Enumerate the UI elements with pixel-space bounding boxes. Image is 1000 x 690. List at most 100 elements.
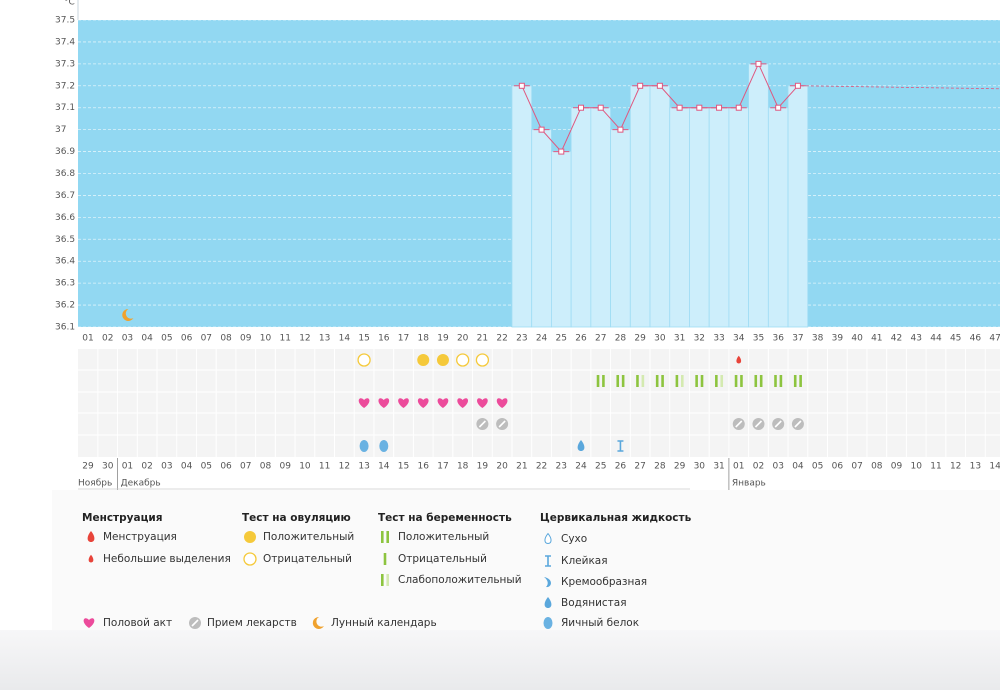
- date-label: 31: [713, 462, 724, 472]
- ovulation_negative-part: [475, 353, 490, 367]
- date-label: 15: [398, 462, 409, 472]
- x-tick-label: 36: [772, 334, 784, 344]
- temperature-column: [708, 107, 730, 328]
- intercourse-part: [496, 398, 508, 408]
- date-label: 16: [418, 462, 430, 472]
- date-label: 08: [260, 462, 272, 472]
- date-label: 25: [595, 462, 606, 472]
- legend-bg: [52, 490, 1000, 630]
- pregnancy_positive-part: [386, 531, 389, 543]
- date-label: 01: [122, 462, 133, 472]
- date-label: 04: [792, 462, 804, 472]
- date-label: 23: [556, 462, 567, 472]
- date-label: 08: [871, 462, 883, 472]
- x-tick-label: 29: [634, 334, 646, 344]
- x-tick-label: 40: [851, 334, 863, 344]
- point: [558, 148, 565, 155]
- temperature-column: [728, 107, 750, 328]
- pregnancy_positive-icon: [754, 375, 763, 387]
- x-tick-label: 21: [477, 334, 488, 344]
- medication-icon: [476, 418, 489, 430]
- x-tick-label: 32: [694, 334, 705, 344]
- temperature-column: [511, 85, 533, 328]
- point: [617, 126, 624, 133]
- ovulation_positive-part: [244, 531, 256, 543]
- medication-icon: [189, 617, 201, 629]
- cervical_creamy-icon: [544, 577, 551, 588]
- ovulation_positive-part: [417, 354, 430, 366]
- pregnancy_positive-part: [596, 375, 600, 387]
- legend-title: Менструация: [82, 512, 162, 524]
- x-tick-label: 25: [556, 334, 567, 344]
- date-label: 03: [161, 462, 172, 472]
- month-label: Декабрь: [121, 479, 161, 489]
- y-tick-label: 36.6: [55, 213, 75, 223]
- cervical_dry-part: [544, 532, 552, 545]
- date-label: 01: [733, 462, 744, 472]
- date-label: 03: [772, 462, 783, 472]
- medication-part: [735, 420, 743, 428]
- date-label: 29: [674, 462, 686, 472]
- medication-part: [498, 420, 506, 428]
- pregnancy_positive-part: [655, 375, 659, 387]
- legend-item: Яичный белок: [561, 617, 639, 629]
- moon-part: [312, 616, 324, 629]
- legend-item: Клейкая: [561, 555, 608, 567]
- ovulation_negative-part: [357, 353, 371, 367]
- point: [775, 104, 782, 111]
- pregnancy_weak-part: [381, 574, 384, 586]
- y-tick-label: 37.1: [55, 103, 75, 113]
- intercourse-icon: [457, 398, 469, 408]
- intercourse-part: [358, 398, 370, 408]
- plot: 37.5 37.4 37.3 37.2 37.1 37 36.9 36.8 36.7 36.6 36…: [55, 16, 1000, 344]
- pregnancy_weak-part: [675, 375, 679, 387]
- point: [518, 82, 525, 89]
- cervical_sticky-icon: [617, 440, 624, 452]
- date-label: 14: [989, 462, 1000, 472]
- pregnancy_positive-part: [602, 375, 605, 387]
- legend-item: Половой акт: [103, 617, 172, 629]
- medication-icon: [772, 418, 785, 430]
- x-tick-label: 17: [398, 334, 409, 344]
- legend-item: Положительный: [398, 531, 489, 543]
- pregnancy_positive-part: [695, 375, 698, 387]
- intercourse-icon: [477, 398, 488, 408]
- menstruation_light-icon: [88, 554, 94, 563]
- pregnancy_positive-icon: [655, 375, 664, 387]
- date-label: 07: [851, 462, 862, 472]
- cervical_egg_white-part: [543, 617, 553, 629]
- legend-item: Отрицательный: [398, 553, 487, 565]
- intercourse-icon: [358, 398, 370, 408]
- date-label: 27: [634, 462, 645, 472]
- x-tick-label: 01: [82, 334, 93, 344]
- temperature-column: [767, 107, 789, 328]
- cervical_egg_white-icon: [379, 440, 389, 452]
- x-tick-label: 02: [102, 334, 113, 344]
- calendar: 29 Ноябрь 30 01 Декабрь 02 03 04 05 06 07 08 09 10 11 1…: [78, 458, 1000, 490]
- y-tick-label: 36.1: [55, 323, 75, 333]
- menstruation-icon: [87, 531, 95, 542]
- date-label: 09: [279, 462, 291, 472]
- date-label: 17: [437, 462, 448, 472]
- legend-item: Прием лекарств: [207, 617, 297, 629]
- x-tick-label: 46: [970, 334, 982, 344]
- x-tick-label: 31: [674, 334, 685, 344]
- pregnancy_positive-icon: [616, 375, 625, 387]
- date-label: 30: [102, 462, 114, 472]
- cervical_dry-icon: [544, 532, 552, 545]
- legend-title: Тест на овуляцию: [242, 512, 351, 524]
- pregnancy_weak-part: [720, 375, 724, 387]
- pregnancy_weak-part: [636, 375, 639, 387]
- x-tick-label: 26: [575, 334, 587, 344]
- cervical_watery-part: [544, 597, 552, 608]
- y-tick-label: 37.4: [55, 37, 75, 47]
- intercourse-part: [417, 398, 429, 408]
- date-label: 28: [654, 462, 666, 472]
- pregnancy_positive-part: [754, 375, 758, 387]
- menstruation_light-part: [88, 554, 94, 563]
- ovulation_positive-part: [436, 354, 449, 366]
- x-tick-label: 13: [319, 334, 330, 344]
- pregnancy_weak-part: [715, 375, 718, 387]
- moon-icon: [122, 308, 134, 321]
